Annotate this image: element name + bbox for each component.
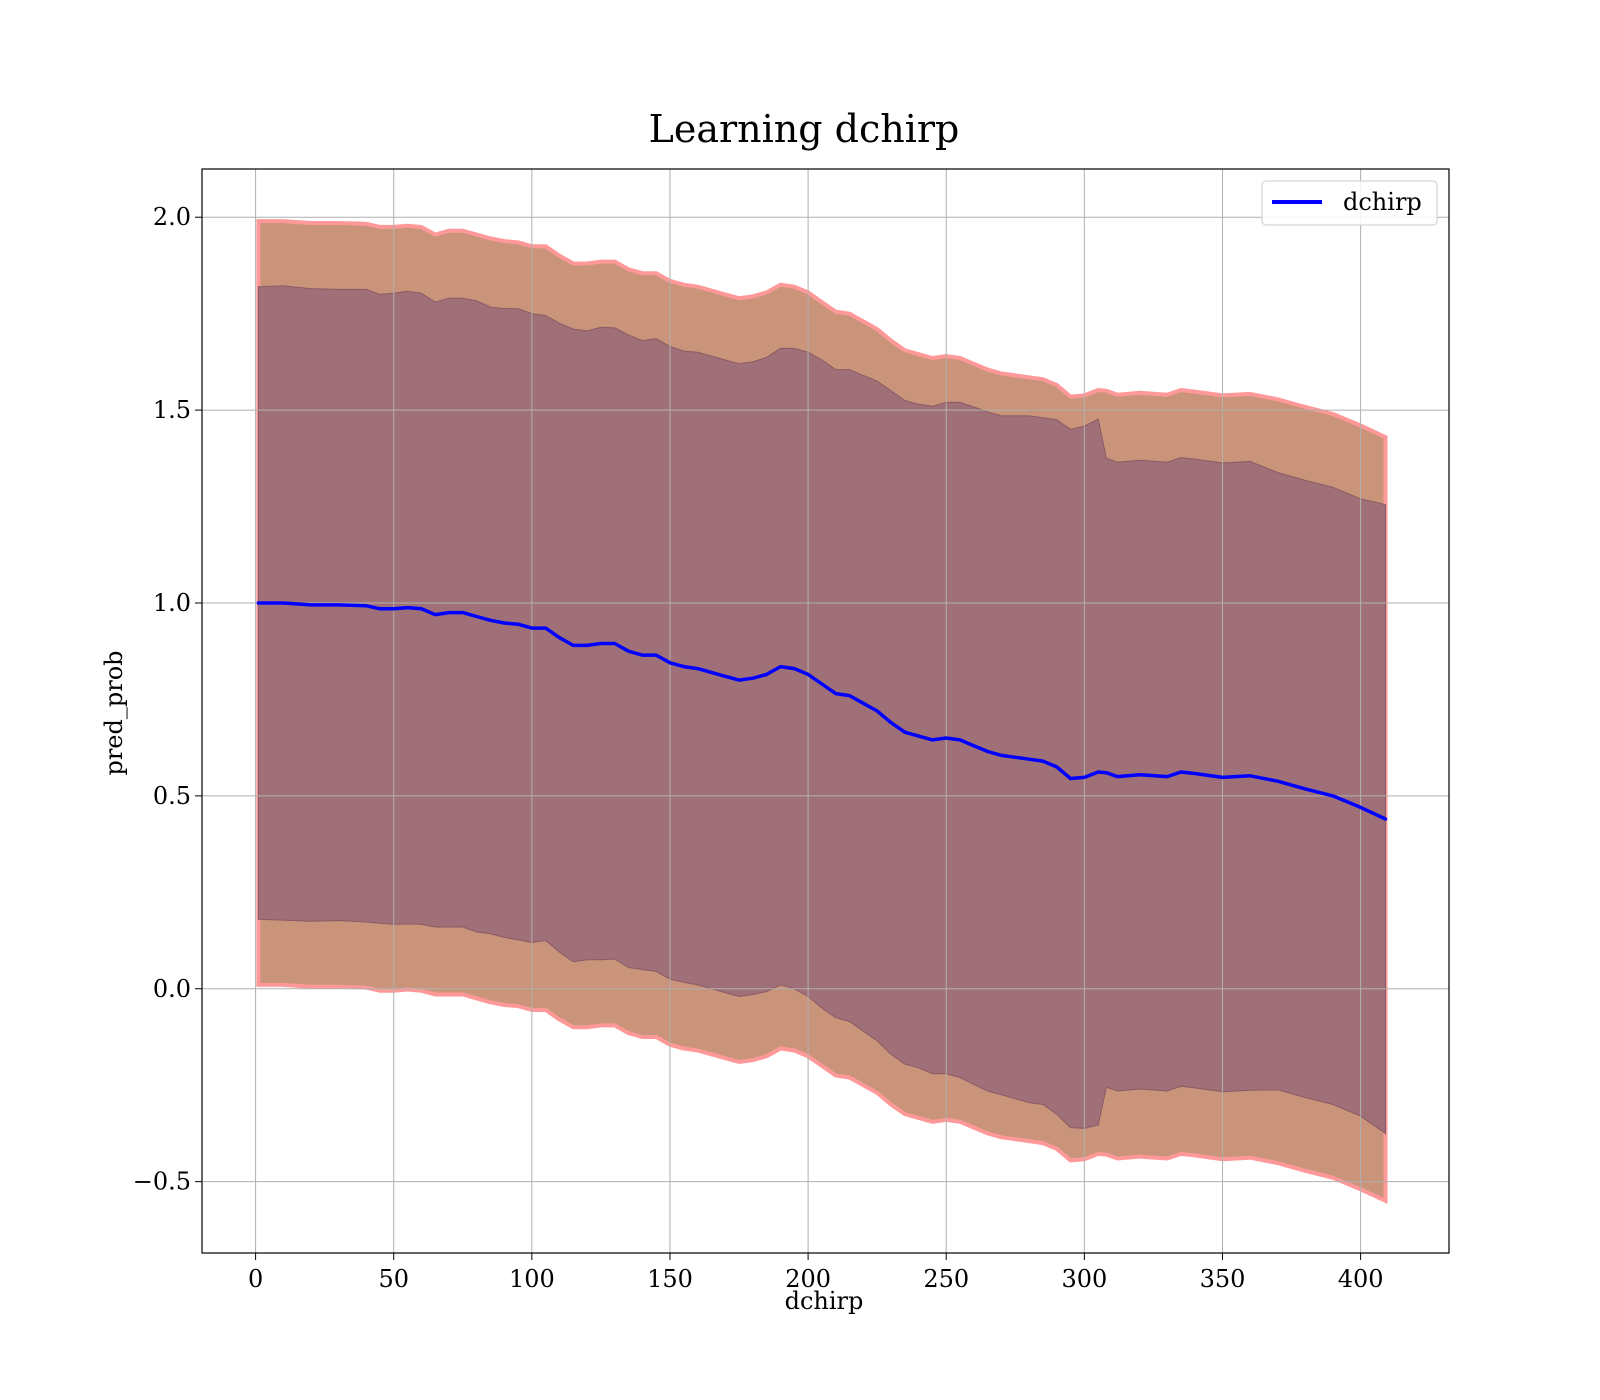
axes-frame: [201, 168, 1450, 1254]
y-tick-label: 1.0: [153, 589, 191, 617]
plot-area: 0 50 100 150 200 250 300 350 400 −0.5 0.0 0.5 1.0 1.5…: [133, 168, 1450, 1293]
y-tick-label: −0.5: [133, 1168, 191, 1196]
x-tick-label: 250: [923, 1265, 969, 1293]
y-tick-label: 1.5: [153, 396, 191, 424]
x-tick-label: 0: [248, 1265, 263, 1293]
x-tick-label: 300: [1061, 1265, 1107, 1293]
inner-std-band: [257, 285, 1386, 1135]
legend: dchirp: [1261, 180, 1438, 226]
x-axis-label: dchirp: [785, 1287, 864, 1315]
y-tick-label: 0.0: [153, 975, 191, 1003]
series-line-dchirp: [256, 601, 1388, 821]
y-tick-label: 2.0: [153, 203, 191, 231]
x-tick-label: 150: [647, 1265, 693, 1293]
chart-title: Learning dchirp: [649, 107, 960, 151]
y-axis-label: pred_prob: [100, 650, 128, 775]
x-tick-label: 200: [785, 1265, 831, 1293]
y-tick-label: 0.5: [153, 782, 191, 810]
x-tick-label: 400: [1338, 1265, 1384, 1293]
x-tick-label: 50: [378, 1265, 409, 1293]
x-tick-label: 350: [1200, 1265, 1246, 1293]
legend-box: [1261, 180, 1438, 226]
legend-label: dchirp: [1343, 188, 1422, 216]
x-tick-label: 100: [509, 1265, 555, 1293]
